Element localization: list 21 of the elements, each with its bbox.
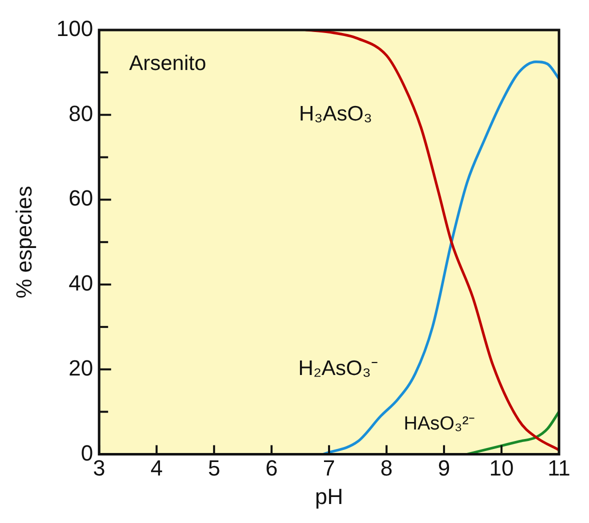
y-tick-label: 40 [68, 270, 94, 296]
y-tick-label: 100 [56, 16, 94, 42]
x-tick-label: 4 [150, 455, 163, 480]
x-tick-label: 10 [489, 455, 514, 480]
y-tick-label: 60 [68, 186, 94, 211]
x-tick-label: 11 [548, 455, 570, 480]
y-tick-label: 20 [68, 355, 94, 380]
series-label: HAsO₃²⁻ [404, 414, 475, 435]
x-axis-title: pH [314, 484, 344, 509]
x-tick-label: 7 [322, 455, 336, 480]
x-tick-label: 3 [92, 455, 106, 480]
x-tick-label: 8 [380, 455, 393, 480]
annotation: Arsenito [129, 52, 206, 75]
x-tick-label: 6 [265, 455, 278, 480]
y-axis-title: % especies [11, 186, 36, 298]
x-tick-label: 5 [208, 455, 220, 480]
x-tick-label: 9 [438, 455, 450, 480]
y-tick-label: 0 [80, 440, 94, 466]
y-tick-label: 80 [68, 100, 94, 126]
series-label: H₂AsO₃⁻ [298, 357, 378, 380]
series-label: H₃AsO₃ [299, 102, 372, 126]
